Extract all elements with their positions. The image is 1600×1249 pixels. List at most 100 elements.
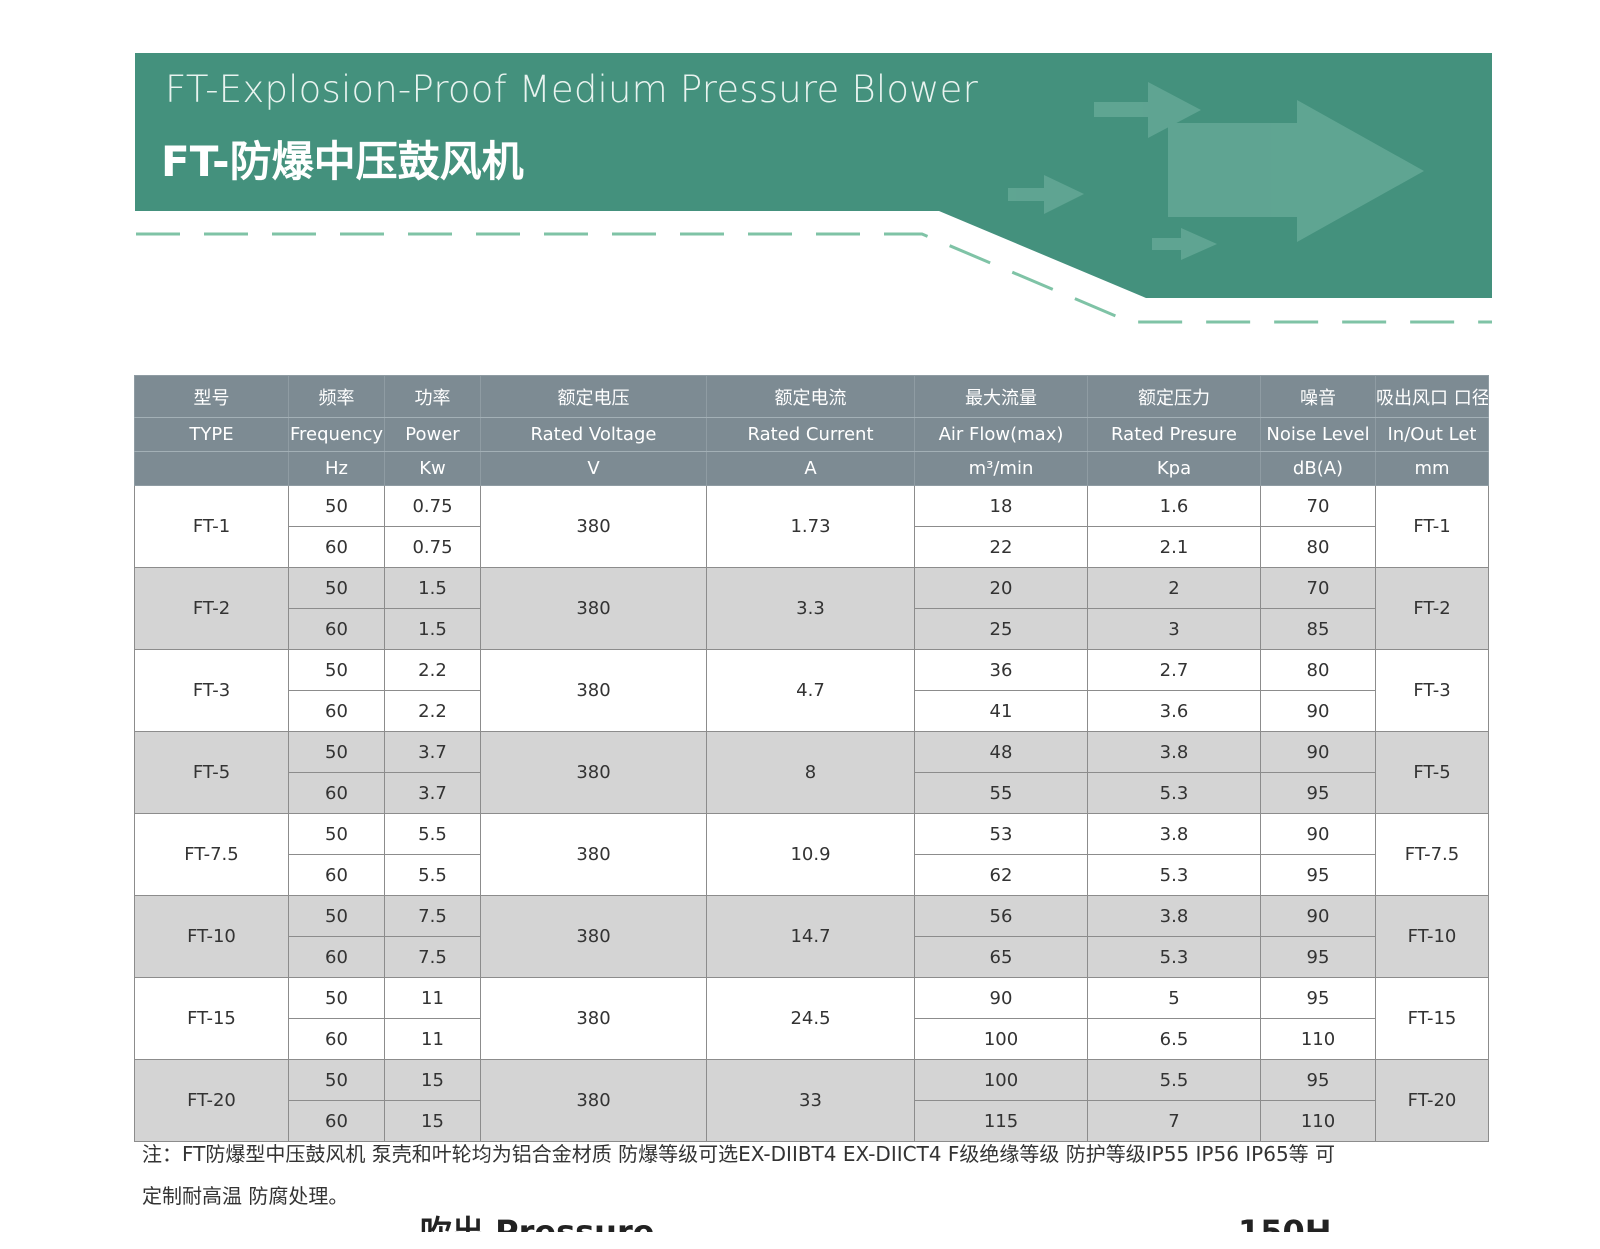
airflow-cell: 18 — [914, 485, 1088, 527]
voltage-cell: 380 — [480, 895, 707, 978]
frequency-cell: 60 — [288, 690, 385, 732]
noise-cell: 80 — [1260, 526, 1376, 568]
pressure-cell: 3 — [1087, 608, 1261, 650]
power-cell: 5.5 — [384, 813, 481, 855]
arrow-icon-top — [1094, 82, 1201, 138]
power-cell: 1.5 — [384, 567, 481, 609]
header-cell: Rated Current — [706, 417, 915, 452]
cropped-heading-left: 吹出 Pressure — [420, 1213, 655, 1232]
frequency-cell: 60 — [288, 1018, 385, 1060]
current-cell: 14.7 — [706, 895, 915, 978]
power-cell: 2.2 — [384, 690, 481, 732]
header-row-1: 型号 频率 功率 额定电压 额定电流 最大流量 额定压力 噪音 吸出风口 口径 — [134, 375, 1489, 418]
airflow-cell: 65 — [914, 936, 1088, 978]
frequency-cell: 60 — [288, 854, 385, 896]
table-row: FT-10 50 7.5 380 14.7 56 3.8 90 FT-10 — [134, 895, 1489, 978]
model-group: FT-1 50 0.75 380 1.73 18 1.6 70 FT-1 60 0.75 22 2.1 8… — [134, 485, 1489, 568]
model-type-cell: FT-20 — [134, 1059, 289, 1142]
header-row-2: TYPE Frequency Power Rated Voltage Rated Cur… — [134, 417, 1489, 452]
header-cell: 噪音 — [1260, 375, 1376, 418]
model-type-cell: FT-10 — [134, 895, 289, 978]
port-cell: FT-20 — [1375, 1059, 1489, 1142]
cropped-heading-right: 150H — [1238, 1213, 1332, 1232]
model-group: FT-20 50 15 380 33 100 5.5 95 FT-20 60 15 115 7 110 — [134, 1059, 1489, 1142]
header-cell: m³/min — [914, 451, 1088, 486]
port-cell: FT-5 — [1375, 731, 1489, 814]
pressure-cell: 5.3 — [1087, 772, 1261, 814]
airflow-cell: 90 — [914, 977, 1088, 1019]
header-cell: 额定电流 — [706, 375, 915, 418]
spec-table: 型号 频率 功率 额定电压 额定电流 最大流量 额定压力 噪音 吸出风口 口径 TYPE Freq… — [134, 375, 1489, 1142]
header-cell: 频率 — [288, 375, 385, 418]
table-row: 60 7.5 65 5.3 95 — [135, 936, 1489, 978]
pressure-cell: 5.5 — [1087, 1059, 1261, 1101]
model-type-cell: FT-1 — [134, 485, 289, 568]
frequency-cell: 60 — [288, 608, 385, 650]
frequency-cell: 50 — [288, 567, 385, 609]
port-cell: FT-15 — [1375, 977, 1489, 1060]
frequency-cell: 60 — [288, 936, 385, 978]
airflow-cell: 55 — [914, 772, 1088, 814]
current-cell: 33 — [706, 1059, 915, 1142]
power-cell: 2.2 — [384, 649, 481, 691]
pressure-cell: 6.5 — [1087, 1018, 1261, 1060]
table-row: FT-15 50 11 380 24.5 90 5 95 FT-15 — [134, 977, 1489, 1060]
noise-cell: 90 — [1260, 690, 1376, 732]
frequency-cell: 50 — [288, 895, 385, 937]
power-cell: 11 — [384, 977, 481, 1019]
header-cell: 吸出风口 口径 — [1375, 375, 1489, 418]
current-cell: 4.7 — [706, 649, 915, 732]
pressure-cell: 2 — [1087, 567, 1261, 609]
banner-title-english: FT-Explosion-Proof Medium Pressure Blowe… — [165, 68, 979, 111]
footnote-line-2: 定制耐高温 防腐处理。 — [142, 1184, 349, 1208]
pressure-cell: 7 — [1087, 1100, 1261, 1142]
noise-cell: 95 — [1260, 977, 1376, 1019]
voltage-cell: 380 — [480, 649, 707, 732]
voltage-cell: 380 — [480, 567, 707, 650]
header-cell: A — [706, 451, 915, 486]
airflow-cell: 56 — [914, 895, 1088, 937]
model-group: FT-2 50 1.5 380 3.3 20 2 70 FT-2 60 1.5 25 3 85 — [134, 567, 1489, 650]
power-cell: 1.5 — [384, 608, 481, 650]
frequency-cell: 50 — [288, 1059, 385, 1101]
header-cell: In/Out Let — [1375, 417, 1489, 452]
table-row: FT-1 50 0.75 380 1.73 18 1.6 70 FT-1 — [134, 485, 1489, 568]
header-cell: Power — [384, 417, 481, 452]
port-cell: FT-7.5 — [1375, 813, 1489, 896]
frequency-cell: 60 — [288, 526, 385, 568]
pressure-cell: 2.1 — [1087, 526, 1261, 568]
frequency-cell: 50 — [288, 977, 385, 1019]
header-cell — [134, 451, 289, 486]
power-cell: 3.7 — [384, 731, 481, 773]
model-type-cell: FT-5 — [134, 731, 289, 814]
pressure-cell: 3.6 — [1087, 690, 1261, 732]
table-row: FT-3 50 2.2 380 4.7 36 2.7 80 FT-3 — [134, 649, 1489, 732]
port-cell: FT-3 — [1375, 649, 1489, 732]
table-row: FT-20 50 15 380 33 100 5.5 95 FT-20 — [134, 1059, 1489, 1142]
frequency-cell: 50 — [288, 731, 385, 773]
model-group: FT-15 50 11 380 24.5 90 5 95 FT-15 60 11 100 6.5 110 — [134, 977, 1489, 1060]
noise-cell: 95 — [1260, 772, 1376, 814]
airflow-cell: 25 — [914, 608, 1088, 650]
pressure-cell: 3.8 — [1087, 895, 1261, 937]
noise-cell: 110 — [1260, 1018, 1376, 1060]
power-cell: 7.5 — [384, 936, 481, 978]
airflow-cell: 53 — [914, 813, 1088, 855]
current-cell: 8 — [706, 731, 915, 814]
noise-cell: 90 — [1260, 895, 1376, 937]
header-cell: Rated Voltage — [480, 417, 707, 452]
voltage-cell: 380 — [480, 731, 707, 814]
voltage-cell: 380 — [480, 813, 707, 896]
arrow-icon-large — [1168, 100, 1424, 242]
port-cell: FT-10 — [1375, 895, 1489, 978]
banner-title-chinese: FT-防爆中压鼓风机 — [161, 137, 524, 186]
current-cell: 1.73 — [706, 485, 915, 568]
header-cell: Kpa — [1087, 451, 1261, 486]
header-cell: dB(A) — [1260, 451, 1376, 486]
voltage-cell: 380 — [480, 1059, 707, 1142]
table-header: 型号 频率 功率 额定电压 额定电流 最大流量 额定压力 噪音 吸出风口 口径 TYPE Freq… — [134, 375, 1489, 486]
arrow-icon-bottom — [1152, 228, 1217, 260]
power-cell: 7.5 — [384, 895, 481, 937]
header-cell: 型号 — [134, 375, 289, 418]
